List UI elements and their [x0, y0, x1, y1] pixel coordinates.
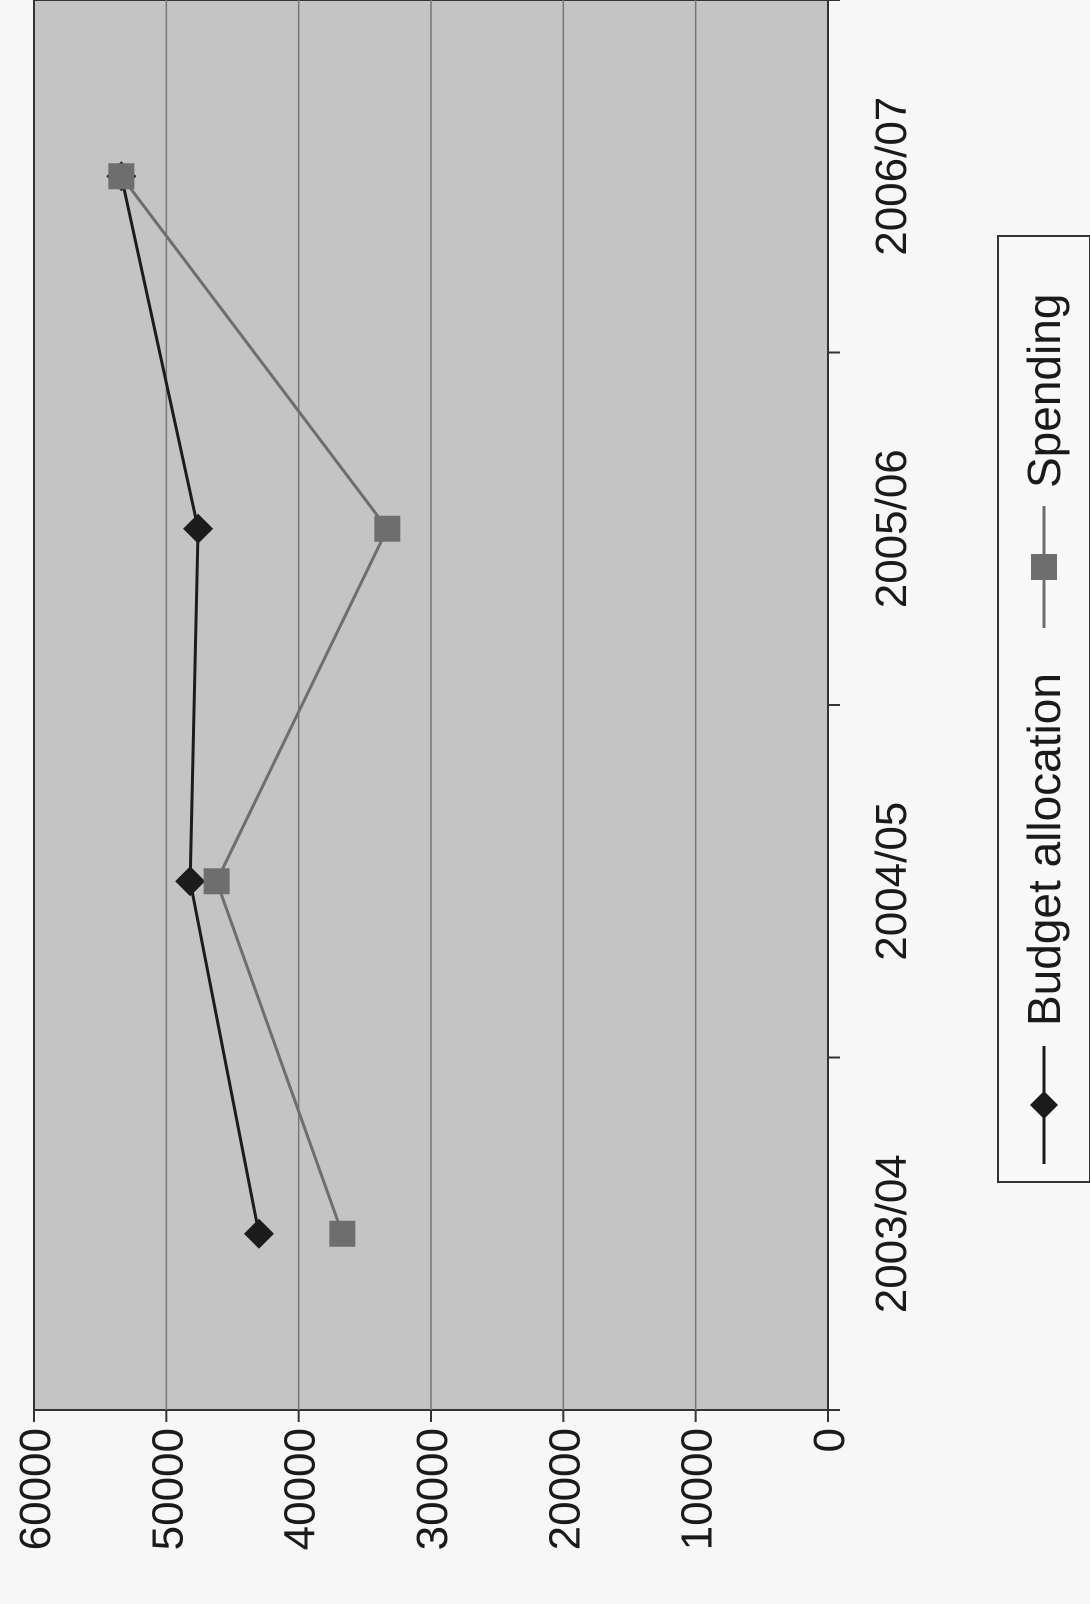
legend-spending-marker — [1031, 554, 1057, 580]
series-group — [106, 161, 401, 1249]
legend-box — [997, 235, 1090, 1183]
category-label: 2004/05 — [867, 802, 916, 961]
gridlines — [165, 0, 697, 1410]
category-axis: 2003/04 2004/05 2005/06 2006/07 — [828, 0, 916, 1411]
spending-point — [203, 868, 230, 895]
spending-point — [108, 163, 135, 190]
category-label: 2006/07 — [867, 97, 916, 256]
legend-label-budget-allocation: Budget allocation — [1018, 673, 1070, 1026]
value-tick-label: 30000 — [408, 1428, 457, 1550]
value-tick-label: 40000 — [276, 1428, 325, 1550]
value-tick-label: 0 — [805, 1428, 854, 1452]
series-line — [120, 175, 390, 1235]
legend-label-spending: Spending — [1018, 294, 1070, 488]
legend-budget-marker — [1030, 1091, 1058, 1119]
value-axis: 0 10000 20000 30000 40000 50000 60000 — [11, 1410, 854, 1550]
value-tick-label: 50000 — [143, 1428, 192, 1550]
legend: Budget allocation Spending — [997, 235, 1090, 1183]
series-line — [119, 175, 261, 1235]
category-label: 2005/06 — [867, 449, 916, 608]
value-tick-label: 20000 — [540, 1428, 589, 1550]
budget-allocation-point — [175, 866, 206, 897]
spending-point — [329, 1220, 356, 1247]
value-tick-label: 10000 — [673, 1428, 722, 1550]
budget-allocation-point — [243, 1218, 274, 1249]
spending-point — [374, 515, 401, 542]
budget-allocation-point — [183, 513, 214, 544]
category-label: 2003/04 — [867, 1154, 916, 1313]
value-tick-label: 60000 — [11, 1428, 60, 1550]
